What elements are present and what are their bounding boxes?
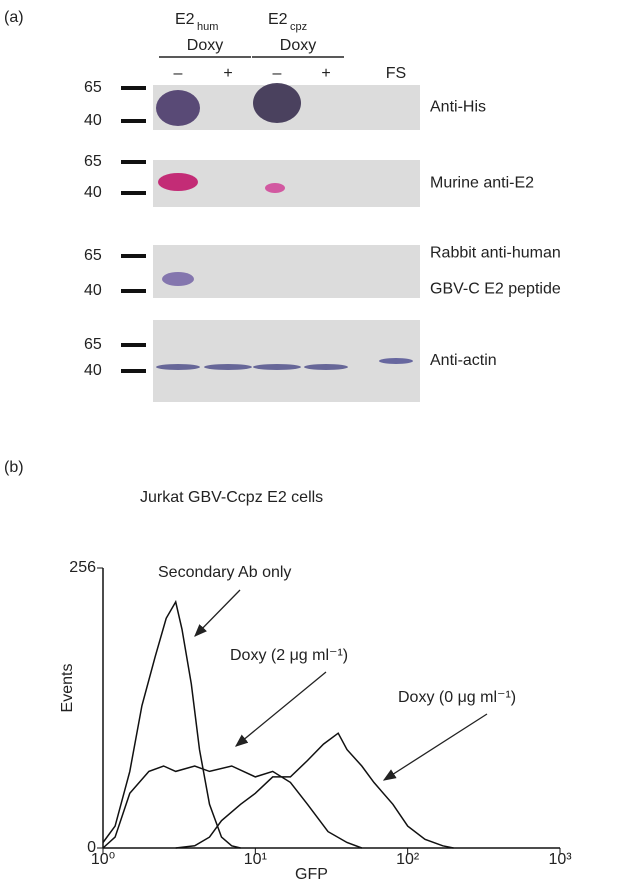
band <box>265 183 285 193</box>
band <box>253 83 301 123</box>
marker-label: 65 <box>84 79 102 96</box>
panel-label: (b) <box>4 459 24 476</box>
annotation: Doxy (2 μg ml⁻¹) <box>230 647 348 664</box>
lane-label: – <box>273 65 282 82</box>
lane-label: – <box>174 65 183 82</box>
annotation-arrow <box>234 671 327 747</box>
band <box>156 90 200 126</box>
lane-label: + <box>223 65 232 82</box>
band <box>162 272 194 286</box>
blot <box>153 320 420 402</box>
band <box>158 173 198 191</box>
group-treatment: Doxy <box>187 37 223 54</box>
band <box>379 358 413 364</box>
marker-label: 40 <box>84 282 102 299</box>
band <box>204 364 252 370</box>
y-tick-label: 256 <box>69 559 96 576</box>
x-tick-label: 10¹ <box>244 851 267 868</box>
group-subscript: cpz <box>290 21 307 33</box>
x-axis-label: GFP <box>295 866 328 883</box>
annotation-arrow <box>194 589 241 637</box>
histogram-line <box>175 732 454 849</box>
panel-label: (a) <box>4 9 24 26</box>
histogram-line <box>102 599 241 849</box>
group-name: E2 <box>268 11 288 28</box>
blot-label: GBV-C E2 peptide <box>430 281 561 298</box>
marker-label: 65 <box>84 247 102 264</box>
marker-label: 65 <box>84 153 102 170</box>
y-axis-label: Events <box>59 664 76 713</box>
blot-label: Anti-actin <box>430 352 497 369</box>
marker-label: 65 <box>84 336 102 353</box>
blot-label: Rabbit anti-human <box>430 245 561 262</box>
lane-label: FS <box>386 65 406 82</box>
histogram-line <box>102 765 363 849</box>
group-subscript: hum <box>197 21 218 33</box>
band <box>304 364 348 370</box>
band <box>156 364 200 370</box>
x-tick-label: 10³ <box>548 851 572 868</box>
blot-label: Anti-His <box>430 99 486 116</box>
group-treatment: Doxy <box>280 37 316 54</box>
blot-label: Murine anti-E2 <box>430 175 534 192</box>
group-name: E2 <box>175 11 195 28</box>
blot <box>153 245 420 298</box>
marker-label: 40 <box>84 112 102 129</box>
marker-label: 40 <box>84 184 102 201</box>
lane-label: + <box>321 65 330 82</box>
x-tick-label: 10² <box>396 851 420 868</box>
chart-title: Jurkat GBV-Ccpz E2 cells <box>140 489 323 506</box>
band <box>253 364 301 370</box>
annotation-arrow <box>382 713 488 781</box>
y-tick-label: 0 <box>87 839 96 856</box>
annotation: Secondary Ab only <box>158 564 291 581</box>
x-tick-label: 10⁰ <box>91 851 115 868</box>
annotation: Doxy (0 μg ml⁻¹) <box>398 689 516 706</box>
marker-label: 40 <box>84 362 102 379</box>
